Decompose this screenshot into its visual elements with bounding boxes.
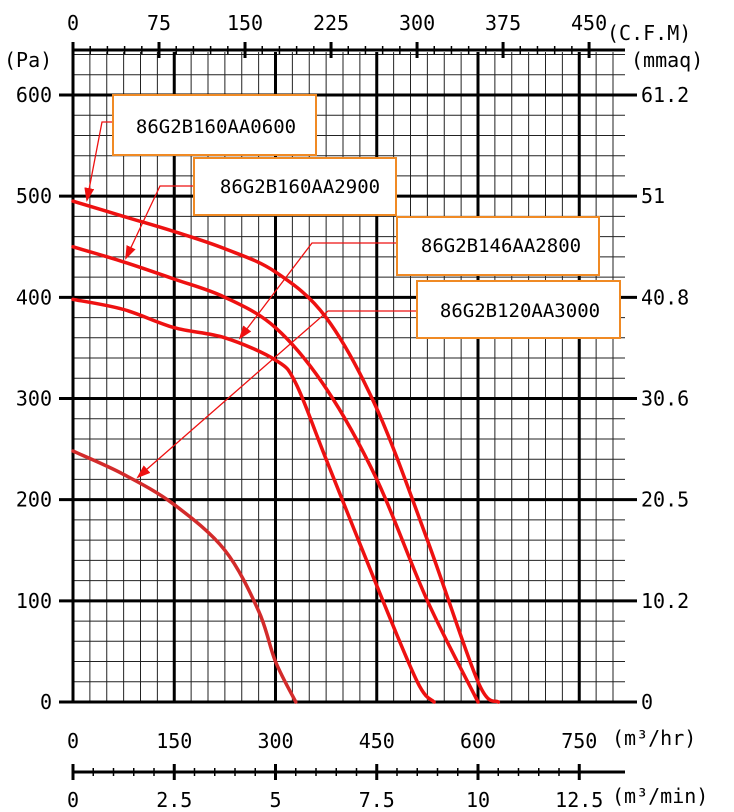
pa-tick-label: 500 — [16, 184, 52, 208]
legend-leader-1 — [84, 121, 113, 202]
legend-leader-4 — [136, 310, 417, 479]
performance-curves — [71, 199, 501, 704]
cfm-tick-label: 150 — [227, 11, 263, 35]
legend-label-4: 86G2B120AA3000 — [440, 300, 600, 322]
m3min-tick-label: 12.5 — [555, 788, 603, 812]
pa-unit-label: (Pa) — [4, 48, 52, 72]
legend-leader-3 — [238, 242, 397, 340]
mmaq-tick-label: 30.6 — [641, 387, 689, 411]
m3min-unit-label: (m³/min) — [612, 784, 708, 808]
m3min-tick-label: 0 — [67, 788, 79, 812]
cfm-tick-label: 300 — [399, 11, 435, 35]
curve-3 — [71, 297, 436, 704]
pa-tick-label: 300 — [16, 387, 52, 411]
curve-1 — [71, 199, 501, 704]
axis-labels: 0 75 150 225 300 375 450 (C.F.M)0 150 300 450 600 75… — [4, 11, 708, 812]
legend-box-4 — [416, 280, 621, 339]
legend: 86G2B160AA0600 86G2B160AA2900 86G2B146AA28… — [84, 94, 621, 479]
m3hr-tick-label: 300 — [257, 729, 293, 753]
pa-tick-label: 100 — [16, 589, 52, 613]
pa-tick-label: 600 — [16, 83, 52, 107]
m3hr-tick-label: 0 — [67, 729, 79, 753]
curve-4 — [71, 449, 298, 704]
m3hr-tick-label: 750 — [561, 729, 597, 753]
mmaq-unit-label: (mmaq) — [631, 48, 703, 72]
cfm-tick-label: 450 — [571, 11, 607, 35]
m3min-tick-label: 5 — [269, 788, 281, 812]
legend-label-1: 86G2B160AA0600 — [136, 116, 296, 138]
mmaq-tick-label: 61.2 — [641, 83, 689, 107]
mmaq-tick-label: 10.2 — [641, 589, 689, 613]
mmaq-tick-label: 51 — [641, 184, 665, 208]
pa-tick-label: 400 — [16, 285, 52, 309]
cfm-tick-label: 375 — [485, 11, 521, 35]
legend-box-1 — [112, 94, 317, 156]
m3hr-tick-label: 150 — [156, 729, 192, 753]
pa-tick-label: 0 — [40, 690, 52, 714]
legend-leader-2 — [125, 185, 194, 260]
cfm-unit-label: (C.F.M) — [607, 21, 691, 45]
m3min-tick-label: 10 — [466, 788, 490, 812]
axes — [71, 42, 625, 780]
m3min-tick-label: 7.5 — [359, 788, 395, 812]
legend-box-3 — [396, 216, 600, 276]
legend-label-3: 86G2B146AA2800 — [421, 235, 581, 257]
mmaq-tick-label: 40.8 — [641, 285, 689, 309]
pa-tick-label: 200 — [16, 488, 52, 512]
mmaq-tick-label: 20.5 — [641, 488, 689, 512]
m3min-tick-label: 2.5 — [156, 788, 192, 812]
cfm-tick-label: 225 — [313, 11, 349, 35]
legend-label-2: 86G2B160AA2900 — [220, 176, 380, 198]
m3hr-unit-label: (m³/hr) — [612, 726, 696, 750]
cfm-tick-label: 0 — [67, 11, 79, 35]
m3hr-tick-label: 600 — [460, 729, 496, 753]
curve-2 — [71, 245, 480, 704]
m3hr-tick-label: 450 — [359, 729, 395, 753]
legend-box-2 — [193, 157, 397, 216]
mmaq-tick-label: 0 — [641, 690, 653, 714]
cfm-tick-label: 75 — [147, 11, 171, 35]
